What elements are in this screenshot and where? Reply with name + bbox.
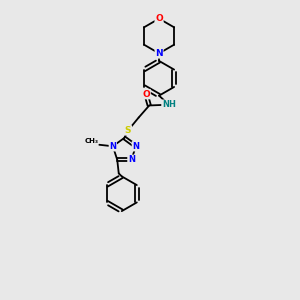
Text: N: N: [109, 142, 116, 151]
Text: O: O: [142, 90, 150, 99]
Text: O: O: [155, 14, 163, 23]
Text: CH₃: CH₃: [85, 138, 98, 144]
Text: N: N: [128, 155, 135, 164]
Text: N: N: [132, 142, 139, 151]
Text: N: N: [155, 49, 163, 58]
Text: NH: NH: [162, 100, 176, 109]
Text: S: S: [125, 126, 131, 135]
